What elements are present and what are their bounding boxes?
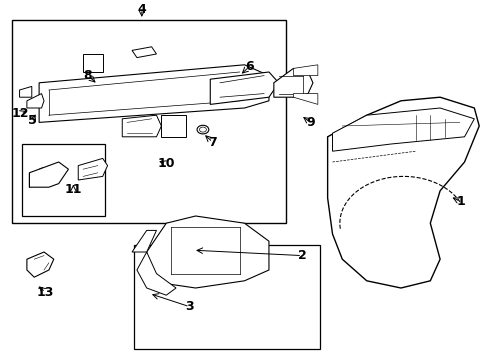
Polygon shape [210, 72, 278, 104]
Polygon shape [146, 216, 268, 288]
Polygon shape [29, 162, 68, 187]
Text: 13: 13 [37, 286, 54, 299]
Polygon shape [273, 68, 312, 97]
Text: 1: 1 [455, 195, 464, 208]
Polygon shape [27, 94, 44, 108]
Polygon shape [327, 97, 478, 288]
Polygon shape [20, 86, 32, 97]
Text: 12: 12 [12, 107, 29, 120]
Bar [12, 20, 285, 223]
Text: 2: 2 [297, 249, 306, 262]
Text: 7: 7 [208, 136, 217, 149]
Text: 4: 4 [137, 3, 146, 15]
Polygon shape [293, 65, 317, 76]
Text: 8: 8 [83, 69, 92, 82]
Polygon shape [27, 252, 54, 277]
Polygon shape [78, 158, 107, 180]
Bar [83, 54, 102, 72]
Polygon shape [161, 115, 185, 137]
Text: 10: 10 [157, 157, 175, 170]
Polygon shape [132, 230, 156, 252]
Polygon shape [137, 252, 176, 295]
Text: 6: 6 [244, 60, 253, 73]
Text: 5: 5 [28, 114, 37, 127]
Bar [134, 245, 320, 349]
Text: 9: 9 [305, 116, 314, 129]
Bar [22, 144, 105, 216]
Text: 11: 11 [64, 183, 82, 195]
Circle shape [197, 125, 208, 134]
Polygon shape [293, 94, 317, 104]
Polygon shape [332, 108, 473, 151]
Polygon shape [122, 115, 161, 137]
Text: 3: 3 [185, 300, 194, 313]
Polygon shape [39, 65, 268, 122]
Polygon shape [132, 47, 156, 58]
